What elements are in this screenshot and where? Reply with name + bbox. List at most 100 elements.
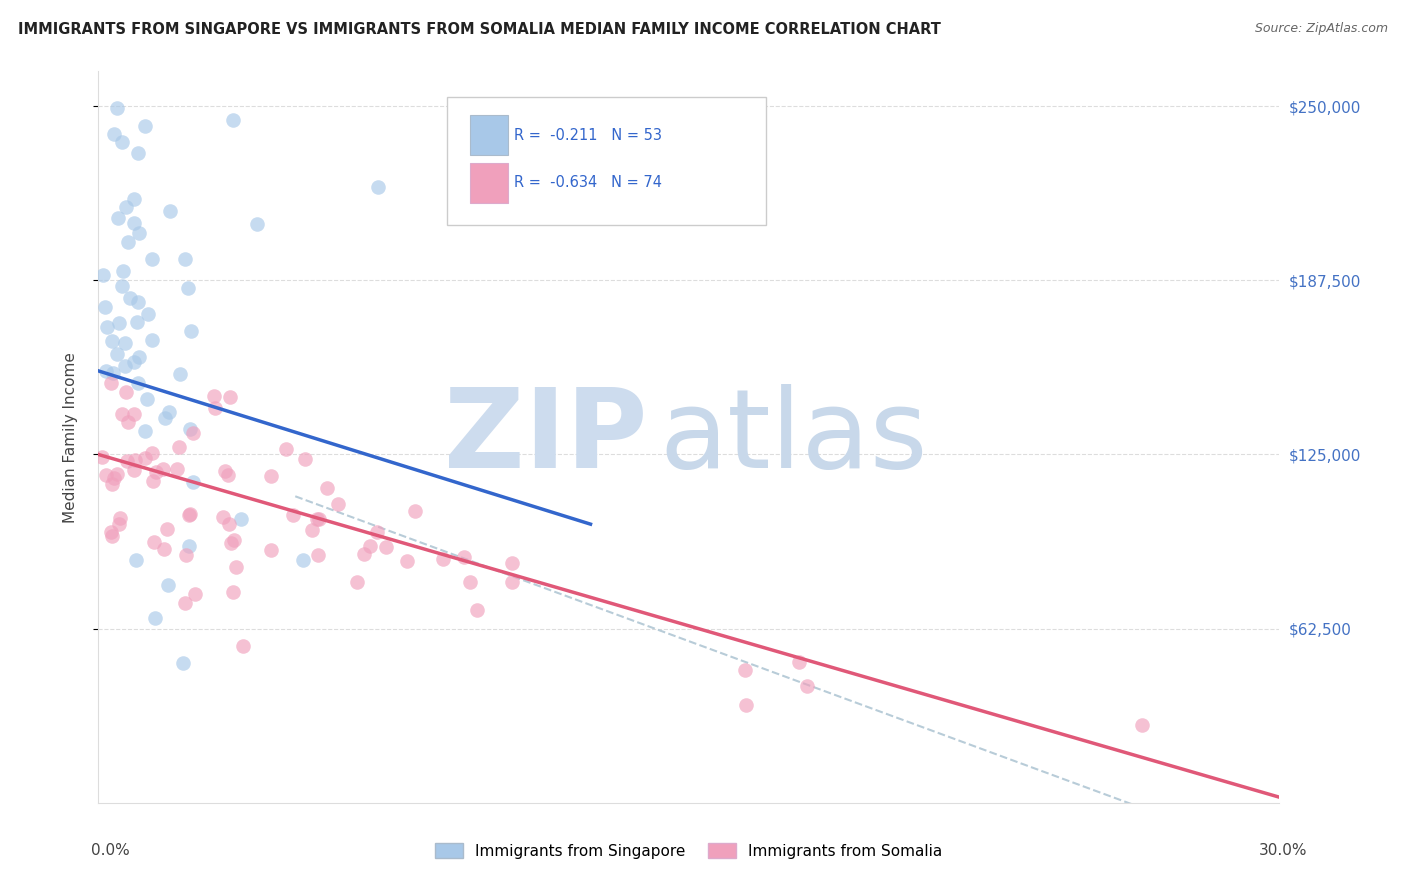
Text: ZIP: ZIP (444, 384, 648, 491)
Point (225, 559, 247, 574)
Point (103, 471, 125, 485)
Point (103, 127, 125, 141)
Point (124, 463, 146, 477)
Point (152, 542, 174, 557)
Point (91, 268, 114, 282)
Point (127, 295, 149, 310)
FancyBboxPatch shape (447, 97, 766, 225)
Point (307, 548, 329, 562)
Point (281, 508, 304, 523)
Point (152, 462, 174, 476)
Point (274, 442, 297, 456)
Text: 30.0%: 30.0% (1260, 843, 1308, 858)
Point (326, 498, 349, 512)
Point (115, 454, 138, 468)
Point (96, 467, 118, 482)
Point (101, 366, 124, 380)
Legend: Immigrants from Singapore, Immigrants from Somalia: Immigrants from Singapore, Immigrants fr… (429, 837, 949, 864)
Point (122, 193, 145, 207)
Point (221, 113, 243, 128)
Point (136, 307, 159, 321)
Text: 0.0%: 0.0% (91, 843, 131, 858)
Point (218, 516, 240, 531)
Point (204, 401, 226, 415)
Point (179, 539, 201, 553)
Point (501, 556, 523, 570)
Point (134, 424, 156, 438)
Point (105, 467, 128, 481)
Point (125, 553, 148, 567)
Point (142, 535, 165, 549)
Point (176, 549, 198, 563)
Point (375, 540, 398, 554)
Point (432, 552, 454, 566)
Point (346, 575, 368, 590)
Point (141, 252, 163, 266)
Point (359, 539, 381, 553)
Point (100, 376, 122, 390)
Point (155, 410, 177, 425)
Point (169, 367, 191, 381)
Point (114, 336, 136, 351)
Point (172, 657, 194, 671)
Point (141, 333, 163, 347)
Point (353, 547, 375, 561)
Point (156, 578, 179, 592)
Point (796, 679, 818, 693)
Point (453, 549, 475, 564)
Point (734, 663, 756, 677)
Point (301, 523, 323, 537)
Point (94, 300, 117, 314)
Point (212, 510, 235, 524)
Point (179, 508, 201, 522)
Point (167, 441, 190, 455)
Point (141, 446, 163, 460)
Text: R =  -0.634   N = 74: R = -0.634 N = 74 (515, 176, 662, 190)
Point (177, 281, 200, 295)
Point (467, 602, 489, 616)
Point (183, 587, 205, 601)
Point (181, 425, 204, 440)
Point (218, 390, 240, 404)
Point (315, 482, 337, 496)
Point (91, 450, 114, 465)
Point (128, 350, 150, 364)
Point (124, 453, 146, 467)
Point (179, 508, 201, 522)
Point (259, 468, 281, 483)
Point (367, 179, 389, 194)
Point (224, 533, 246, 548)
Point (404, 504, 426, 518)
Point (174, 252, 197, 267)
Point (112, 263, 135, 277)
Point (122, 408, 145, 422)
Point (232, 639, 254, 653)
Point (108, 517, 131, 532)
Point (135, 392, 157, 407)
Point (307, 511, 329, 525)
Point (105, 101, 128, 115)
Point (107, 211, 129, 225)
Point (143, 611, 166, 625)
Point (115, 384, 138, 399)
Point (308, 512, 330, 526)
Point (142, 474, 165, 488)
Text: IMMIGRANTS FROM SINGAPORE VS IMMIGRANTS FROM SOMALIA MEDIAN FAMILY INCOME CORREL: IMMIGRANTS FROM SINGAPORE VS IMMIGRANTS … (18, 22, 941, 37)
Point (101, 334, 124, 348)
Point (101, 529, 124, 543)
Point (108, 316, 131, 330)
Point (260, 542, 283, 557)
Point (100, 525, 122, 540)
Point (115, 200, 138, 214)
Point (183, 475, 205, 490)
Point (127, 315, 149, 329)
Point (179, 422, 201, 436)
Point (117, 235, 139, 250)
Point (159, 203, 181, 218)
Point (180, 324, 202, 338)
Point (111, 407, 134, 421)
Point (101, 477, 124, 491)
Point (735, 698, 758, 712)
Point (120, 291, 142, 305)
Point (246, 217, 269, 231)
